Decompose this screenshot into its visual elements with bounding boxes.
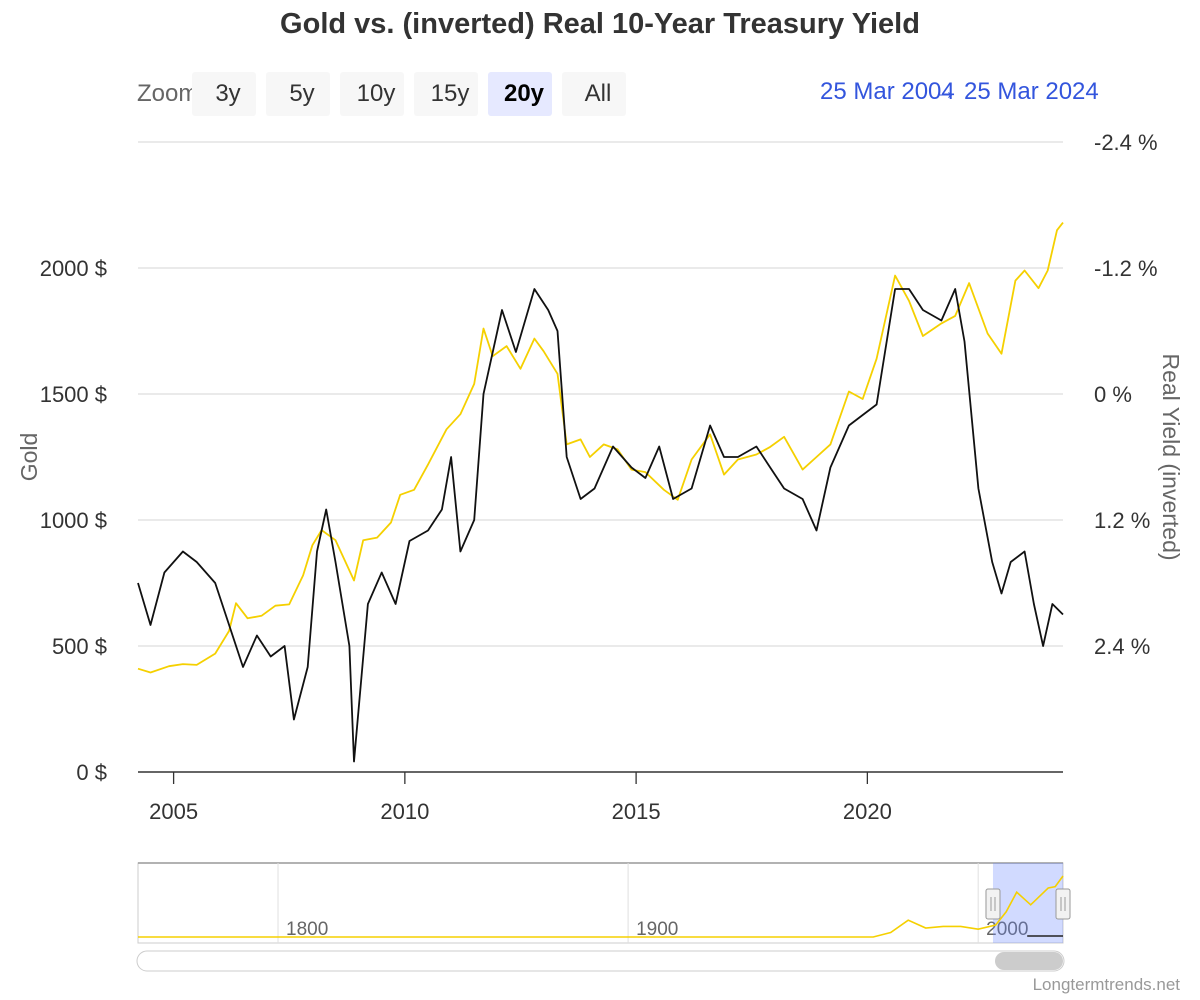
zoom-button-20y[interactable]: 20y: [488, 72, 552, 116]
zoom-button-10y[interactable]: 10y: [340, 72, 404, 116]
zoom-button-bg[interactable]: [266, 72, 330, 116]
y-left-axis-title: Gold: [16, 433, 42, 482]
y-left-axis: 0 $ 500 $ 1000 $ 1500 $ 2000 $: [40, 256, 107, 785]
navigator-frame: [137, 862, 1064, 944]
zoom-button-label[interactable]: 3y: [215, 80, 240, 107]
zoom-button-label[interactable]: 10y: [357, 80, 396, 107]
series-line-real-yield: [137, 288, 1064, 763]
range-from[interactable]: 25 Mar 2004: [820, 78, 955, 105]
zoom-button-3y[interactable]: 3y: [192, 72, 256, 116]
zoom-button-15y[interactable]: 15y: [414, 72, 478, 116]
zoom-button-bg[interactable]: [414, 72, 478, 116]
x-axis: 2005 2010 2015 2020: [149, 772, 892, 824]
y-left-tick-label: 1500 $: [40, 382, 107, 407]
x-tick-label: 2010: [380, 799, 429, 824]
navigator-tick-label: 1800: [286, 919, 328, 940]
zoom-button-bg[interactable]: [192, 72, 256, 116]
handle-grip[interactable]: [985, 888, 1001, 920]
credits-link[interactable]: Longtermtrends.net: [1033, 975, 1181, 994]
scrollbar-thumb[interactable]: [994, 952, 1063, 970]
x-tick-label: 2015: [612, 799, 661, 824]
range-to[interactable]: 25 Mar 2024: [964, 78, 1099, 105]
zoom-button-bg[interactable]: [562, 72, 626, 116]
zoom-button-5y[interactable]: 5y: [266, 72, 330, 116]
scrollbar-track[interactable]: [136, 950, 1065, 972]
y-right-tick-label: 1.2 %: [1094, 508, 1150, 533]
zoom-button-label[interactable]: 15y: [431, 80, 470, 107]
plot-series: [137, 222, 1064, 763]
navigator-series-line: [138, 875, 1064, 938]
y-right-tick-label: -1.2 %: [1094, 256, 1158, 281]
x-tick-label: 2020: [843, 799, 892, 824]
series-line-gold: [137, 222, 1064, 674]
navigator-tick-label: 1900: [636, 919, 678, 940]
y-right-tick-label: 2.4 %: [1094, 634, 1150, 659]
zoom-button-bg[interactable]: [488, 72, 552, 116]
range-selector[interactable]: 25 Mar 2004 → 25 Mar 2024: [820, 78, 1099, 105]
y-left-tick-label: 0 $: [76, 760, 107, 785]
gridlines: [138, 141, 1063, 773]
zoom-button-label[interactable]: 5y: [289, 80, 314, 107]
y-right-tick-label: 0 %: [1094, 382, 1132, 407]
y-right-tick-label: -2.4 %: [1094, 130, 1158, 155]
navigator[interactable]: 180019002000: [136, 862, 1071, 972]
zoom-controls: Zoom 3y 5y 10y 15y 20y All: [137, 72, 626, 116]
range-separator: →: [933, 78, 957, 105]
zoom-button-label[interactable]: 20y: [504, 80, 545, 107]
y-right-axis: -2.4 % -1.2 % 0 % 1.2 % 2.4 %: [1094, 130, 1158, 659]
navigator-handle-left[interactable]: [985, 888, 1001, 920]
x-tick-label: 2005: [149, 799, 198, 824]
y-left-tick-label: 2000 $: [40, 256, 107, 281]
navigator-handle-right[interactable]: [1055, 888, 1071, 920]
zoom-label: Zoom: [137, 80, 198, 107]
y-left-tick-label: 1000 $: [40, 508, 107, 533]
y-left-tick-label: 500 $: [52, 634, 107, 659]
handle-grip[interactable]: [1055, 888, 1071, 920]
zoom-button-All[interactable]: All: [562, 72, 626, 116]
y-right-axis-title: Real Yield (inverted): [1158, 353, 1184, 560]
chart-title: Gold vs. (inverted) Real 10-Year Treasur…: [280, 8, 920, 40]
zoom-button-label[interactable]: All: [585, 80, 612, 107]
zoom-button-bg[interactable]: [340, 72, 404, 116]
